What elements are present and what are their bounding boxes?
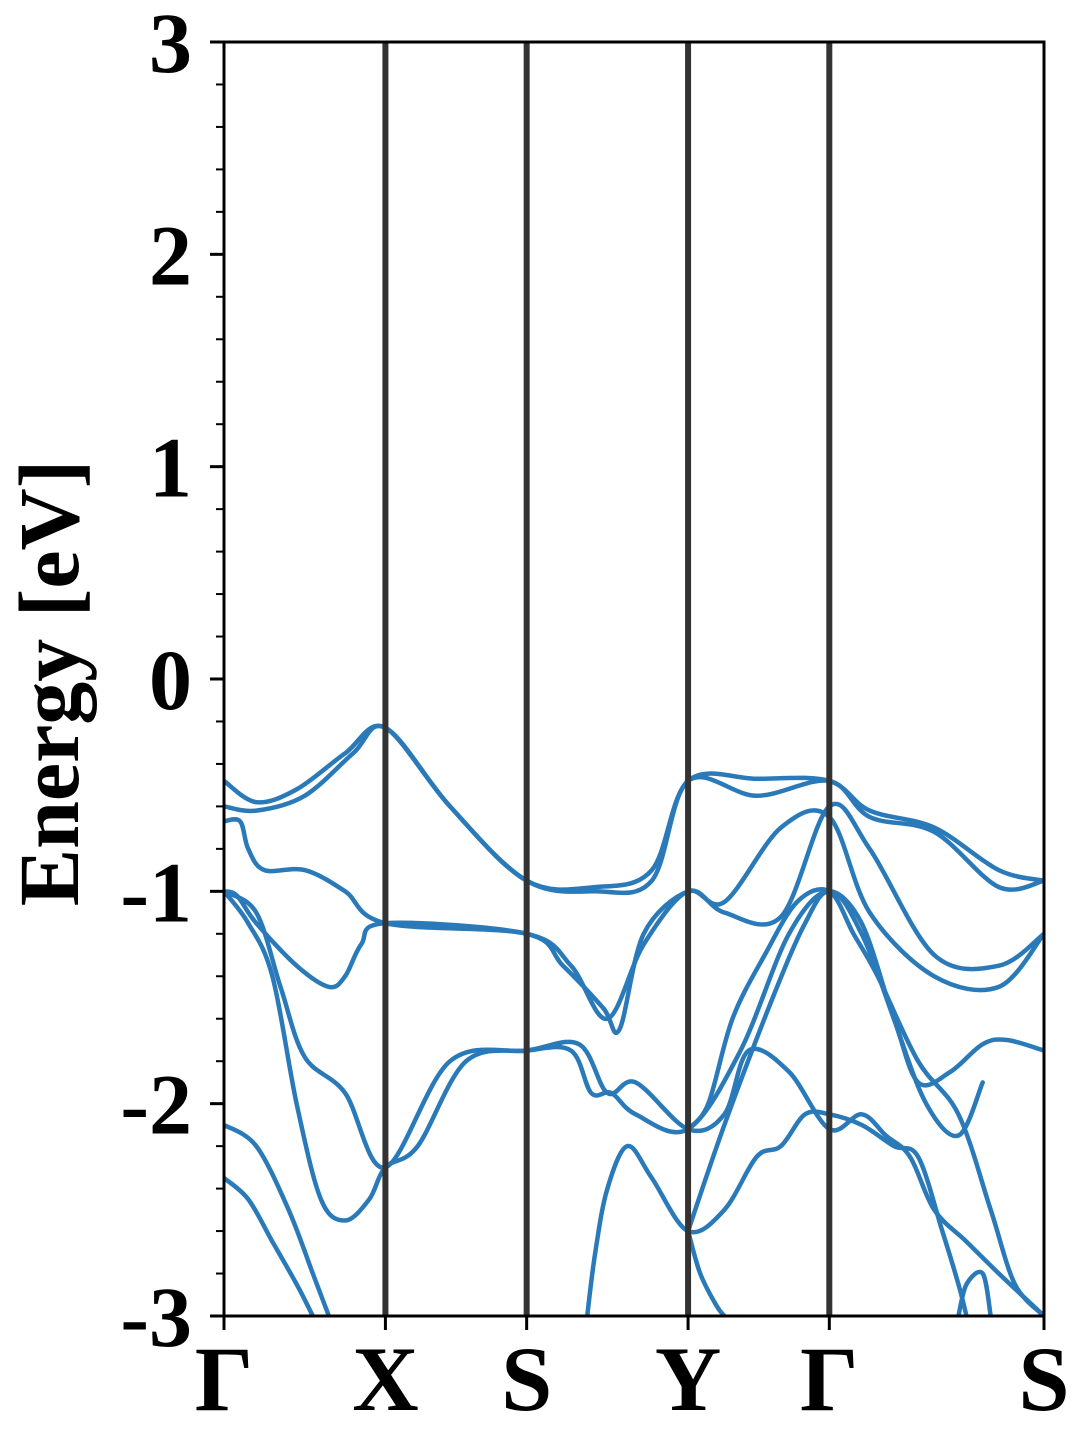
band-line-8 xyxy=(224,1175,316,1316)
band-line-11 xyxy=(685,886,1044,1316)
kpoint-label: Γ xyxy=(800,1328,859,1430)
y-tick-label: 1 xyxy=(149,420,192,516)
band-line-10 xyxy=(685,889,985,1234)
band-line-2 xyxy=(224,723,1044,896)
kpoint-label: S xyxy=(501,1328,552,1430)
y-tick-label: -3 xyxy=(120,1269,192,1365)
y-tick-label: 3 xyxy=(149,0,192,91)
kpoint-label: X xyxy=(352,1328,418,1430)
bands-layer xyxy=(224,723,1044,1316)
y-tick-label: 0 xyxy=(149,632,192,728)
plot-frame xyxy=(222,40,1046,1318)
kpoint-label: S xyxy=(1018,1328,1069,1430)
band-line-3 xyxy=(224,808,1044,1035)
y-tick-label: 2 xyxy=(149,207,192,303)
band-line-5 xyxy=(224,889,1044,1316)
band-line-13 xyxy=(956,1269,993,1316)
band-line-4 xyxy=(224,801,1044,1021)
y-tick-label: -1 xyxy=(120,844,192,940)
kpoint-label: Y xyxy=(655,1328,721,1430)
y-axis-label: Energy [eV] xyxy=(1,460,97,907)
y-axis: 3 2 1 0 -1 -2 -3 xyxy=(120,0,224,1365)
band-line-12 xyxy=(685,1228,727,1316)
separators-layer xyxy=(382,42,833,1316)
band-line-1 xyxy=(224,723,1044,892)
band-line-9 xyxy=(584,1109,969,1316)
kpoint-label: Γ xyxy=(195,1328,254,1430)
y-tick-label: -2 xyxy=(120,1057,192,1153)
band-line-7 xyxy=(224,1122,332,1316)
